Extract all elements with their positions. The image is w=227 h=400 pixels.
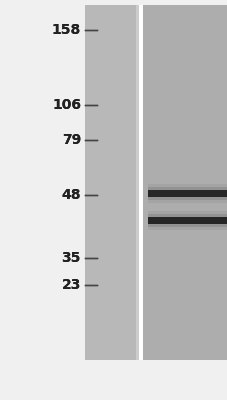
Bar xyxy=(137,5,142,360)
Text: 158: 158 xyxy=(52,23,81,37)
Text: 48: 48 xyxy=(61,188,81,202)
Bar xyxy=(147,211,227,230)
Bar xyxy=(0,0,85,400)
Bar xyxy=(147,184,227,203)
Bar xyxy=(147,190,227,197)
Bar xyxy=(147,214,227,227)
Text: 48: 48 xyxy=(61,188,81,202)
Bar xyxy=(147,217,227,224)
Text: 35: 35 xyxy=(61,251,81,265)
Text: 106: 106 xyxy=(52,98,81,112)
Text: 79: 79 xyxy=(62,133,81,147)
Text: 106: 106 xyxy=(52,98,81,112)
Bar xyxy=(135,5,138,360)
Text: 23: 23 xyxy=(61,278,81,292)
Text: 158: 158 xyxy=(52,23,81,37)
Bar xyxy=(147,187,227,200)
Bar xyxy=(85,5,139,360)
Text: 35: 35 xyxy=(61,251,81,265)
Bar xyxy=(0,360,227,400)
Bar xyxy=(139,5,227,360)
Text: 79: 79 xyxy=(62,133,81,147)
Text: 23: 23 xyxy=(61,278,81,292)
